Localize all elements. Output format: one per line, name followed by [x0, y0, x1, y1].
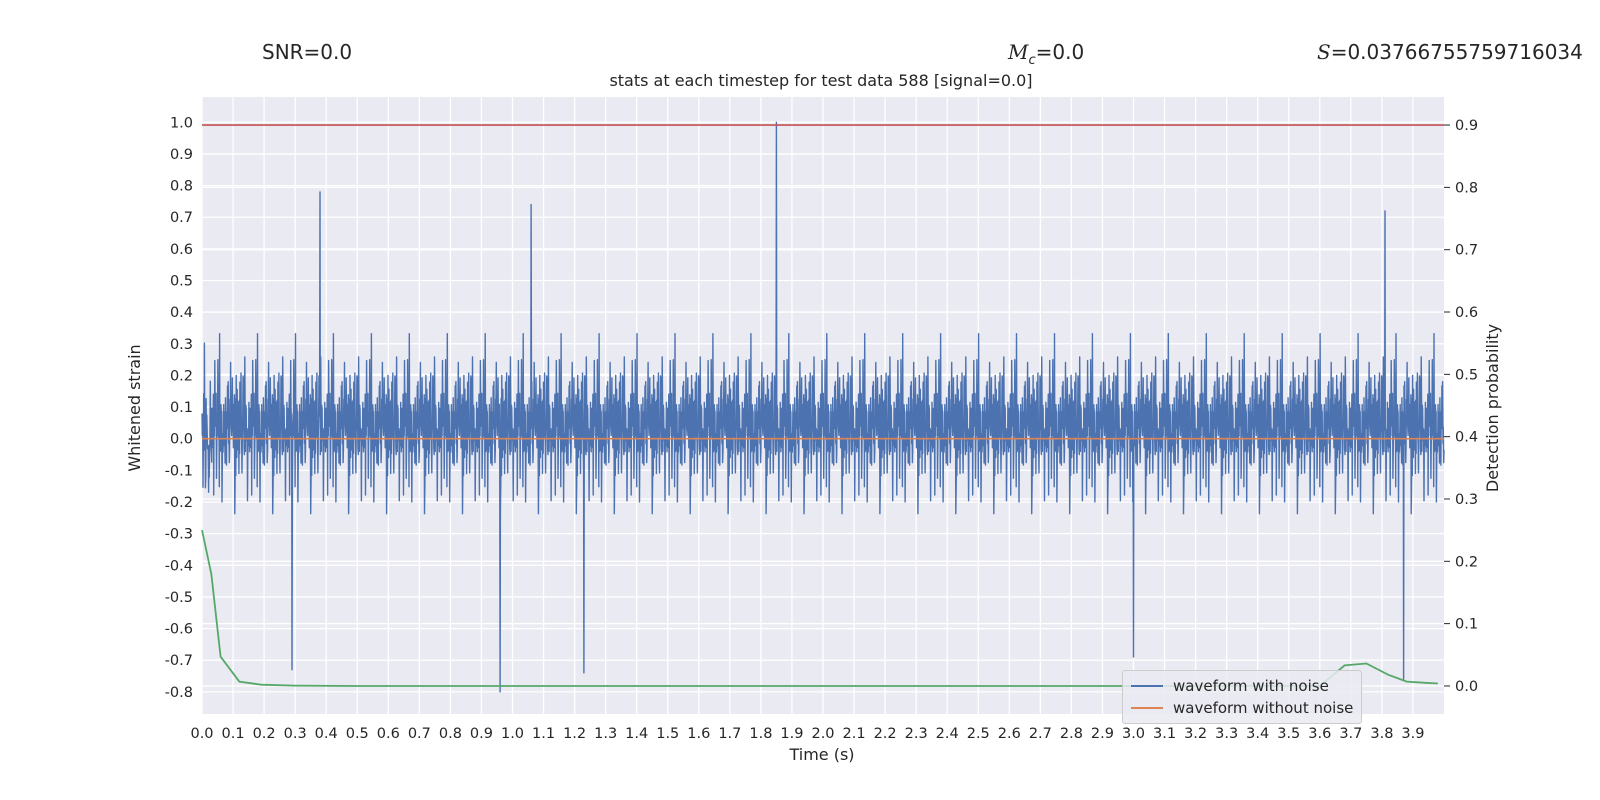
x-tick-label: 0.8	[439, 726, 462, 742]
series-detection-probability	[201, 529, 1438, 687]
x-tick-label: 0.0	[190, 726, 213, 742]
x-tick-label: 3.2	[1184, 726, 1207, 742]
x-tick-label: 2.1	[843, 726, 866, 742]
y-tick-label-left: 0.0	[170, 432, 193, 448]
y-tick-label-right: 0.8	[1455, 180, 1478, 196]
y-tick-label-right: 0.7	[1455, 243, 1478, 259]
x-tick-label: 1.5	[656, 726, 679, 742]
y-tick-label-right: 0.1	[1455, 617, 1478, 633]
y-tick-label-right: 0.0	[1455, 679, 1478, 695]
x-tick-label: 0.6	[377, 726, 400, 742]
x-tick-label: 0.5	[346, 726, 369, 742]
x-tick-label: 0.2	[253, 726, 276, 742]
x-tick-label: 2.4	[936, 726, 959, 742]
x-tick-label: 1.0	[501, 726, 524, 742]
x-tick-label: 2.2	[874, 726, 897, 742]
x-tick-label: 1.4	[625, 726, 648, 742]
x-tick-label: 0.9	[470, 726, 493, 742]
y-axis-label-right: Detection probability	[1483, 324, 1502, 492]
y-tick-label-left: -0.6	[165, 622, 193, 638]
x-tick-label: 2.5	[967, 726, 990, 742]
y-tick-label-left: -0.1	[165, 463, 193, 479]
legend-item-clean: waveform without noise	[1131, 698, 1353, 718]
y-tick-label-left: 0.2	[170, 368, 193, 384]
x-tick-label: 1.8	[749, 726, 772, 742]
mc-symbol: M	[1008, 40, 1029, 64]
legend-swatch-clean	[1131, 707, 1163, 709]
y-tick-label-left: 0.3	[170, 337, 193, 353]
x-tick-label: 3.3	[1215, 726, 1238, 742]
x-tick-label: 0.7	[408, 726, 431, 742]
y-tick-label-left: 1.0	[170, 115, 193, 131]
x-tick-label: 3.9	[1401, 726, 1424, 742]
snr-stat: SNR=0.0	[262, 40, 353, 64]
s-value: =0.03766755759716034	[1330, 40, 1583, 64]
y-tick-label-left: -0.4	[165, 558, 193, 574]
x-tick-label: 0.1	[222, 726, 245, 742]
y-tick-label-right: 0.5	[1455, 367, 1478, 383]
legend-label-noisy: waveform with noise	[1173, 677, 1329, 695]
x-tick-label: 3.6	[1308, 726, 1331, 742]
x-tick-label: 3.5	[1277, 726, 1300, 742]
y-tick-label-left: -0.2	[165, 495, 193, 511]
y-tick-label-left: -0.5	[165, 590, 193, 606]
x-tick-label: 3.7	[1339, 726, 1362, 742]
y-tick-label-right: 0.2	[1455, 554, 1478, 570]
y-tick-label-left: 0.6	[170, 242, 193, 258]
mc-value: =0.0	[1035, 40, 1085, 64]
y-tick-label-right: 0.3	[1455, 492, 1478, 508]
x-tick-label: 1.1	[532, 726, 555, 742]
y-tick-label-left: 0.7	[170, 210, 193, 226]
y-tick-label-left: -0.7	[165, 653, 193, 669]
x-tick-label: 2.9	[1091, 726, 1114, 742]
y-tick-label-left: 0.1	[170, 400, 193, 416]
tick-layer: 0.0 0.1 0.2 0.3 0.4 0.5 0.6 0.7 0.8 0.9 1.0 1.1 1.2 1…	[165, 115, 1478, 742]
y-tick-label-left: 0.4	[170, 305, 193, 321]
x-tick-label: 2.0	[811, 726, 834, 742]
y-tick-label-right: 0.4	[1455, 430, 1478, 446]
legend-item-noisy: waveform with noise	[1131, 676, 1329, 696]
x-tick-label: 1.7	[718, 726, 741, 742]
x-tick-label: 3.0	[1122, 726, 1145, 742]
y-tick-label-left: 0.8	[170, 179, 193, 195]
x-tick-label: 2.6	[998, 726, 1021, 742]
series-layer	[201, 121, 1445, 693]
x-tick-label: 3.1	[1153, 726, 1176, 742]
x-tick-label: 0.3	[284, 726, 307, 742]
s-symbol: S	[1317, 40, 1331, 64]
x-tick-label: 0.4	[315, 726, 338, 742]
y-tick-label-right: 0.6	[1455, 305, 1478, 321]
chirp-mass-stat: Mc=0.0	[1008, 40, 1084, 68]
y-tick-label-left: 0.5	[170, 274, 193, 290]
y-tick-label-right: 0.9	[1455, 118, 1478, 134]
x-tick-label: 1.3	[594, 726, 617, 742]
x-tick-label: 2.7	[1029, 726, 1052, 742]
x-tick-label: 1.9	[780, 726, 803, 742]
chart-title: stats at each timestep for test data 588…	[609, 71, 1033, 90]
legend-swatch-noisy	[1131, 685, 1163, 687]
y-tick-label-left: -0.8	[165, 685, 193, 701]
x-tick-label: 1.6	[687, 726, 710, 742]
y-axis-label-left: Whitened strain	[125, 344, 144, 471]
x-tick-label: 1.2	[563, 726, 586, 742]
x-tick-label: 2.8	[1060, 726, 1083, 742]
s-stat: S=0.03766755759716034	[1317, 40, 1583, 64]
legend: waveform with noise waveform without noi…	[1122, 670, 1362, 724]
x-axis-label: Time (s)	[788, 745, 854, 764]
x-tick-label: 2.3	[905, 726, 928, 742]
y-tick-label-left: 0.9	[170, 147, 193, 163]
series-waveform-with-noise	[201, 121, 1445, 693]
mc-subscript: c	[1028, 53, 1036, 68]
y-tick-label-left: -0.3	[165, 527, 193, 543]
x-tick-label: 3.8	[1370, 726, 1393, 742]
x-tick-label: 3.4	[1246, 726, 1269, 742]
legend-label-clean: waveform without noise	[1173, 699, 1354, 717]
